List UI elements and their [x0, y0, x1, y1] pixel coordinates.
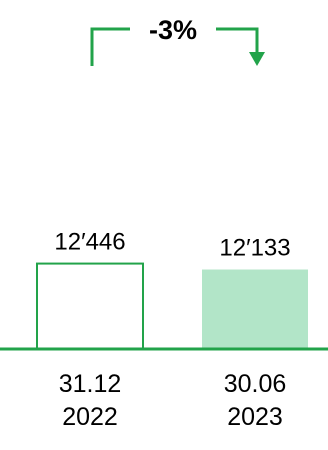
change-annotation: -3% [90, 15, 265, 66]
category-label-1-line-0: 30.06 [224, 370, 287, 398]
bar-2022 [36, 262, 144, 350]
bars-group [36, 262, 308, 350]
arrow-down-icon [249, 52, 265, 66]
value-label-2023: 12′133 [219, 235, 290, 262]
change-bracket-right [216, 27, 259, 52]
value-label-2022: 12′446 [54, 229, 125, 256]
bar-2023 [202, 269, 308, 349]
category-label-1-line-1: 2023 [227, 403, 283, 431]
category-label-0-line-1: 2022 [62, 403, 118, 431]
labels-group: 12′446 31.12 2022 12′133 30.06 2023 [54, 229, 290, 431]
change-bracket-left [90, 27, 130, 66]
change-percent-label: -3% [149, 15, 197, 45]
category-label-0-line-0: 31.12 [59, 370, 122, 398]
